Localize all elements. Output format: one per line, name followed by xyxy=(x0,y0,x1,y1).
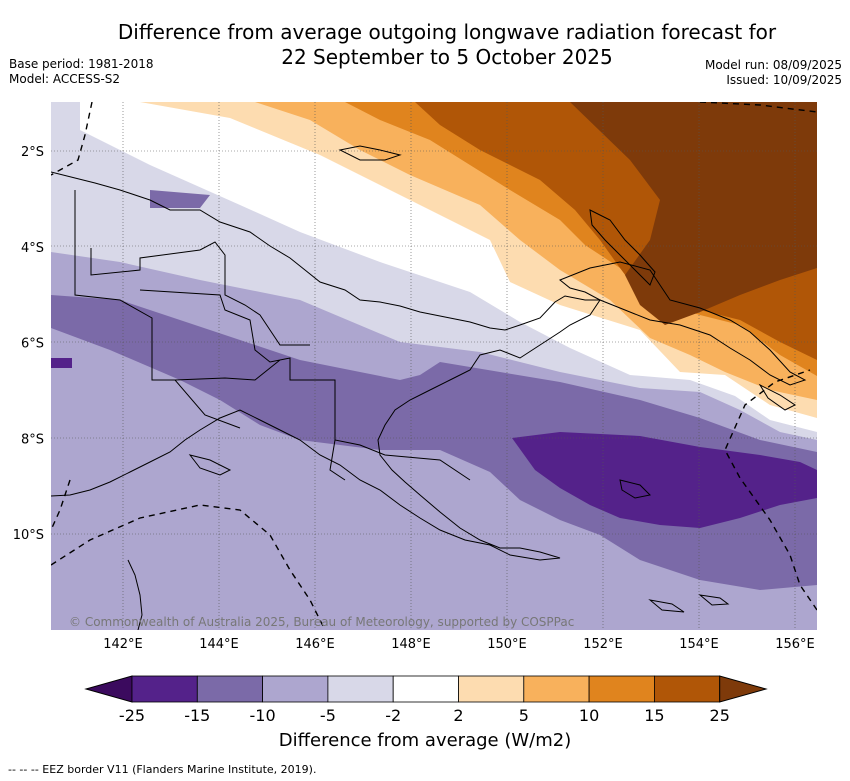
band-minus15-to-minus25 xyxy=(512,432,817,528)
colorbar-segment xyxy=(588,675,655,703)
latitude-tick-label: 10°S xyxy=(13,528,44,543)
bougainville-coast xyxy=(758,383,796,411)
new-guinea-coast xyxy=(51,171,601,561)
map-title: Difference from average outgoing longwav… xyxy=(0,20,850,70)
png-indonesia-border xyxy=(74,190,241,429)
title-line-1: Difference from average outgoing longwav… xyxy=(117,20,777,44)
australia-cape-york xyxy=(127,559,143,630)
longitude-tick-label: 154°E xyxy=(679,637,719,652)
colorbar-tick-label: 25 xyxy=(710,706,730,725)
longitude-tick-label: 142°E xyxy=(103,637,143,652)
colorbar-arrow-low xyxy=(84,675,133,703)
new-britain-coast xyxy=(559,261,807,386)
issued-date: Issued: 10/09/2025 xyxy=(726,73,842,87)
eez-borders xyxy=(51,102,817,630)
colorbar-segment xyxy=(327,675,394,703)
latitude-ticks: 2°S 4°S 6°S 8°S 10°S xyxy=(13,145,44,543)
longitude-ticks: 142°E 144°E 146°E 148°E 150°E 152°E 154°E 156°E xyxy=(103,637,815,652)
manus-coast xyxy=(338,145,402,161)
province-borders xyxy=(90,241,471,481)
colorbar-segment xyxy=(458,675,525,703)
eez-border-southwest xyxy=(51,479,71,531)
colorbar-tick-label: -25 xyxy=(119,706,145,725)
gridlines xyxy=(51,102,817,630)
colorbar-tick-label: -10 xyxy=(250,706,276,725)
longitude-tick-label: 150°E xyxy=(487,637,527,652)
longitude-tick-label: 144°E xyxy=(199,637,239,652)
model-name: Model: ACCESS-S2 xyxy=(9,72,121,86)
colorbar-tick-label: -2 xyxy=(385,706,401,725)
longitude-tick-label: 148°E xyxy=(391,637,431,652)
longitude-tick-label: 156°E xyxy=(775,637,815,652)
colorbar-tick-label: -5 xyxy=(320,706,336,725)
run-info: Model run: 08/09/2025 Issued: 10/09/2025 xyxy=(705,58,842,88)
colorbar-segment xyxy=(392,675,459,703)
band-minus15-small xyxy=(51,358,72,368)
colorbar: -25 -15 -10 -5 -2 2 5 10 15 25 xyxy=(84,675,768,725)
coastlines xyxy=(51,145,807,630)
longitude-tick-label: 146°E xyxy=(295,637,335,652)
colorbar-tick-label: 15 xyxy=(644,706,664,725)
band-above-25 xyxy=(570,102,817,325)
colorbar-segment xyxy=(262,675,329,703)
latitude-tick-label: 6°S xyxy=(21,337,44,352)
anomaly-field xyxy=(51,102,817,630)
colorbar-segment xyxy=(131,675,198,703)
latitude-tick-label: 4°S xyxy=(21,241,44,256)
title-line-2: 22 September to 5 October 2025 xyxy=(281,45,613,69)
base-period: Base period: 1981-2018 xyxy=(9,57,154,71)
eez-border-ne xyxy=(699,102,817,113)
eez-footnote: -- -- -- EEZ border V11 (Flanders Marine… xyxy=(8,763,317,776)
colorbar-tick-label: 5 xyxy=(519,706,529,725)
model-info: Base period: 1981-2018 Model: ACCESS-S2 xyxy=(9,57,154,87)
borders xyxy=(74,190,471,481)
colorbar-segment xyxy=(523,675,590,703)
fly-river-delta xyxy=(188,454,232,476)
islands-east xyxy=(619,479,730,613)
colorbar-arrow-high xyxy=(719,675,768,703)
latitude-tick-label: 8°S xyxy=(21,432,44,447)
band-minus10-coastal xyxy=(150,190,210,208)
eez-border-south xyxy=(51,504,326,630)
eez-border-west xyxy=(51,102,93,176)
new-ireland-coast xyxy=(589,209,656,286)
model-run: Model run: 08/09/2025 xyxy=(704,58,842,72)
colorbar-tick-label: 10 xyxy=(579,706,599,725)
longitude-tick-label: 152°E xyxy=(583,637,623,652)
latitude-tick-label: 2°S xyxy=(21,145,44,160)
copyright-notice: © Commonwealth of Australia 2025, Bureau… xyxy=(69,615,574,629)
colorbar-label: Difference from average (W/m2) xyxy=(278,730,572,751)
colorbar-segment xyxy=(654,675,721,703)
colorbar-tick-label: 2 xyxy=(453,706,463,725)
colorbar-tick-label: -15 xyxy=(184,706,210,725)
colorbar-segment xyxy=(196,675,264,703)
